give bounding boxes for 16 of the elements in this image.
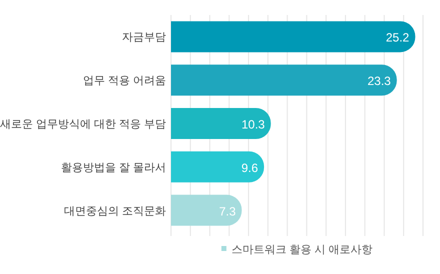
data-label: 23.3	[367, 74, 392, 88]
y-tick-label: 대면중심의 조직문화	[64, 205, 166, 218]
data-label: 25.2	[386, 30, 410, 45]
bar	[171, 64, 397, 96]
legend-label: 스마트워크 활용 시 애로사항	[231, 244, 373, 256]
y-tick-label: 새로운 업무방식에 대한 적응 부담	[0, 118, 166, 130]
y-tick-label: 활용방법을 잘 몰라서	[60, 162, 166, 174]
data-label: 10.3	[241, 118, 266, 132]
bar	[171, 194, 242, 226]
data-label: 7.3	[219, 204, 236, 218]
data-label: 9.6	[241, 160, 258, 175]
bar	[171, 151, 264, 182]
bar	[171, 108, 271, 139]
bar	[171, 21, 416, 52]
y-tick-label: 업무 적용 어려움	[82, 75, 166, 88]
y-tick-label: 자금부담	[122, 32, 166, 44]
